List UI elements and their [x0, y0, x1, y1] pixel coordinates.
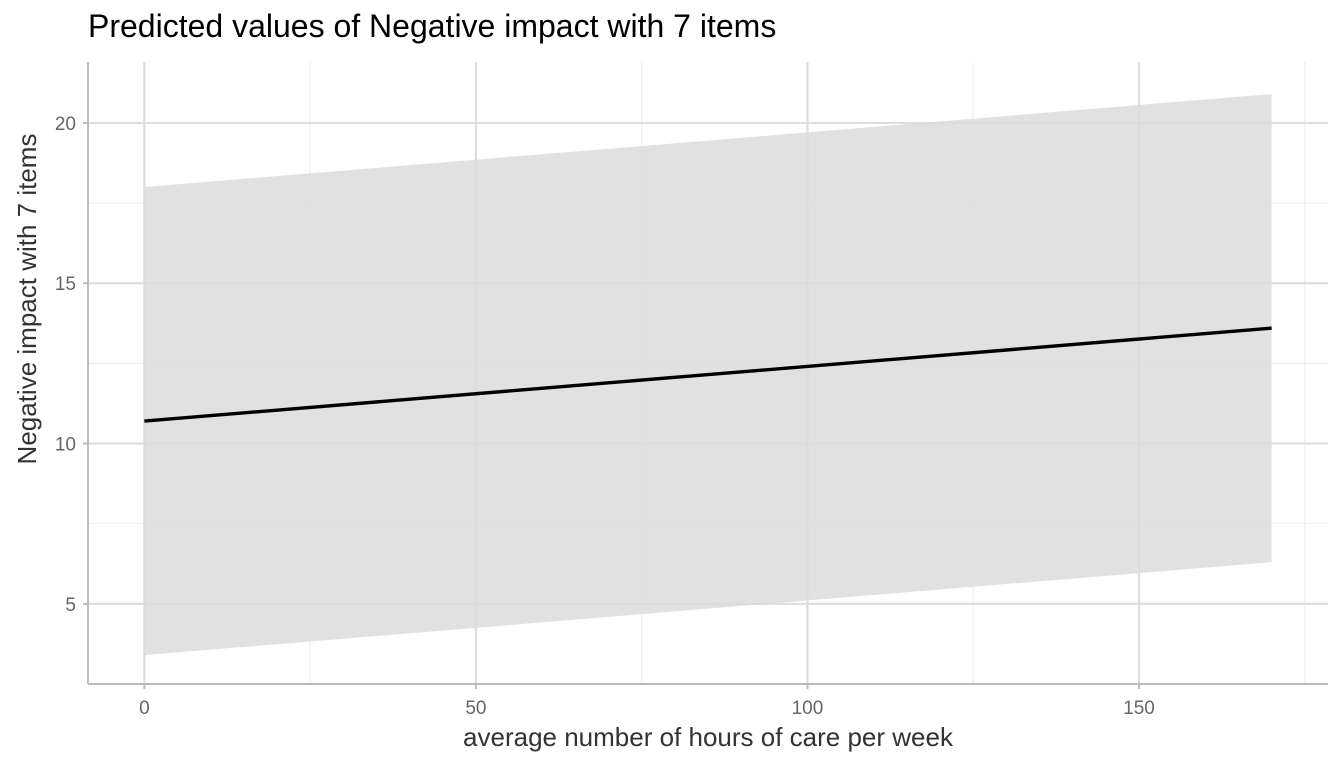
axis-lines	[83, 62, 1328, 689]
y-tick-label: 20	[55, 114, 76, 135]
x-tick-label: 0	[139, 698, 150, 719]
prediction-line	[144, 326, 1272, 423]
tick-labels: 0 50 100 150 5 10 15 20	[55, 114, 1155, 719]
y-tick-label: 15	[55, 274, 76, 295]
chart-title: Predicted values of Negative impact with…	[88, 8, 777, 44]
y-axis-label: Negative impact with 7 items	[12, 133, 42, 465]
x-tick-label: 50	[465, 698, 486, 719]
x-tick-label: 100	[792, 698, 824, 719]
prediction-line-layer	[144, 326, 1272, 423]
x-tick-label: 150	[1123, 698, 1155, 719]
x-axis-label: average number of hours of care per week	[463, 722, 953, 752]
y-tick-label: 5	[65, 595, 76, 616]
y-tick-label: 10	[55, 435, 76, 456]
